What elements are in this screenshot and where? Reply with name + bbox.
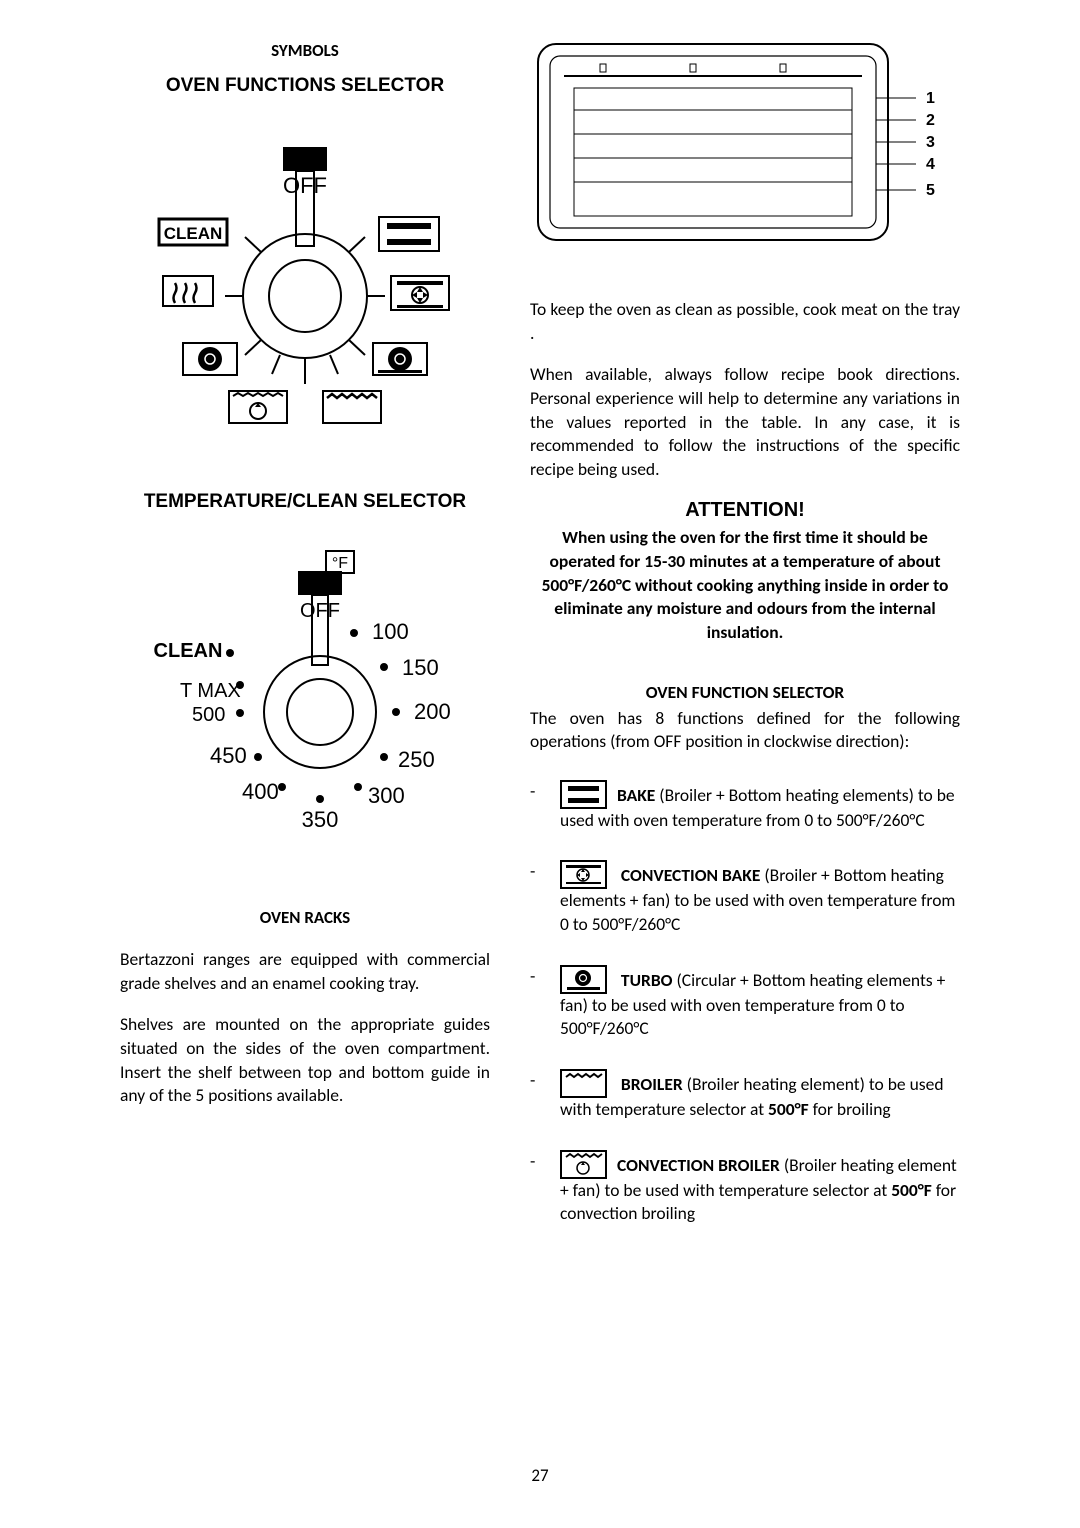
diagram-label-3: 3 — [926, 134, 935, 151]
temp-tick-100: 100 — [372, 619, 409, 644]
functions-selector-heading: OVEN FUNCTIONS SELECTOR — [120, 75, 490, 97]
temp-tick-300: 300 — [368, 783, 405, 808]
bake-icon — [379, 217, 439, 251]
fn-convbroiler-name: CONVECTION BROILER — [617, 1154, 780, 1176]
temp-tmax1: T MAX — [180, 680, 241, 702]
temp-selector-heading: TEMPERATURE/CLEAN SELECTOR — [120, 491, 490, 513]
bullet-dash: - — [530, 1069, 560, 1122]
temp-tick-400: 400 — [242, 779, 279, 804]
broiler-icon — [323, 391, 381, 423]
fn-item-conv-broiler: - CONVECTION BROILER (Broiler heating el… — [530, 1150, 960, 1226]
fn-convbroiler-boldval: 500°F — [891, 1179, 932, 1201]
temp-clean-label: CLEAN — [154, 640, 223, 662]
page-number: 27 — [0, 1465, 1080, 1486]
bullet-dash: - — [530, 780, 560, 833]
diagram-label-4: 4 — [926, 156, 935, 173]
turbo-icon — [373, 343, 427, 375]
fn-broiler-name: BROILER — [621, 1073, 683, 1095]
racks-para-1: Bertazzoni ranges are equipped with comm… — [120, 948, 490, 995]
dehydrate-icon — [183, 343, 237, 375]
broil-icon — [163, 276, 213, 306]
oven-racks-heading: OVEN RACKS — [120, 907, 490, 928]
keep-clean-para: To keep the oven as clean as possible, c… — [530, 298, 960, 345]
diagram-label-1: 1 — [926, 90, 935, 107]
fn-broiler-boldval: 500°F — [768, 1098, 809, 1120]
fn-convbake-name: CONVECTION BAKE — [621, 864, 760, 886]
functions-dial-figure: OFF CLEAN — [120, 111, 490, 451]
temp-tick-450: 450 — [210, 743, 247, 768]
diagram-label-5: 5 — [926, 182, 935, 199]
attention-heading: ATTENTION! — [530, 499, 960, 522]
attention-body: When using the oven for the first time i… — [530, 526, 960, 644]
bullet-dash: - — [530, 965, 560, 1041]
symbols-heading: SYMBOLS — [120, 40, 490, 61]
conv-bake-icon — [560, 860, 607, 889]
fn-bake-name: BAKE — [617, 784, 655, 806]
conv-broiler-icon — [229, 391, 287, 423]
recipe-para: When available, always follow recipe boo… — [530, 363, 960, 481]
temp-tick-250: 250 — [398, 747, 435, 772]
bullet-dash: - — [530, 1150, 560, 1226]
fn-intro: The oven has 8 functions defined for the… — [530, 707, 960, 754]
conv-broiler-icon — [560, 1150, 607, 1179]
fn-broiler-desc-post: for broiling — [809, 1098, 891, 1120]
fn-item-broiler: - BROILER (Broiler heating element) to b… — [530, 1069, 960, 1122]
fn-selector-heading: OVEN FUNCTION SELECTOR — [530, 681, 960, 703]
bullet-dash: - — [530, 860, 560, 936]
fn-item-turbo: - TURBO (Circular + Bottom heating eleme… — [530, 965, 960, 1041]
fn-turbo-desc: (Circular + Bottom heating elements + fa… — [560, 969, 945, 1040]
temp-tick-150: 150 — [402, 655, 439, 680]
turbo-icon — [560, 965, 607, 994]
fn-item-bake: - BAKE (Broiler + Bottom heating element… — [530, 780, 960, 833]
temp-dial-figure: °F OFF CLEAN T MAX 500 100 150 200 250 — [120, 527, 490, 867]
fn-item-convbake: - CONVECTION BAKE (Broiler + Bottom heat… — [530, 860, 960, 936]
temp-tick-350: 350 — [302, 807, 339, 832]
temp-tick-200: 200 — [414, 699, 451, 724]
temp-tmax2: 500 — [192, 704, 225, 726]
temp-dial-off: OFF — [300, 600, 340, 622]
temp-dial-unit: °F — [332, 555, 348, 572]
functions-dial-clean-label: CLEAN — [164, 224, 223, 243]
conv-bake-icon — [391, 276, 449, 310]
diagram-label-2: 2 — [926, 112, 935, 129]
racks-para-2: Shelves are mounted on the appropriate g… — [120, 1013, 490, 1108]
bake-icon — [560, 780, 607, 809]
functions-dial-off-label: OFF — [283, 173, 327, 198]
oven-cross-section-diagram: 1 2 3 4 5 — [530, 40, 960, 250]
fn-turbo-name: TURBO — [621, 969, 673, 991]
broiler-icon — [560, 1069, 607, 1098]
